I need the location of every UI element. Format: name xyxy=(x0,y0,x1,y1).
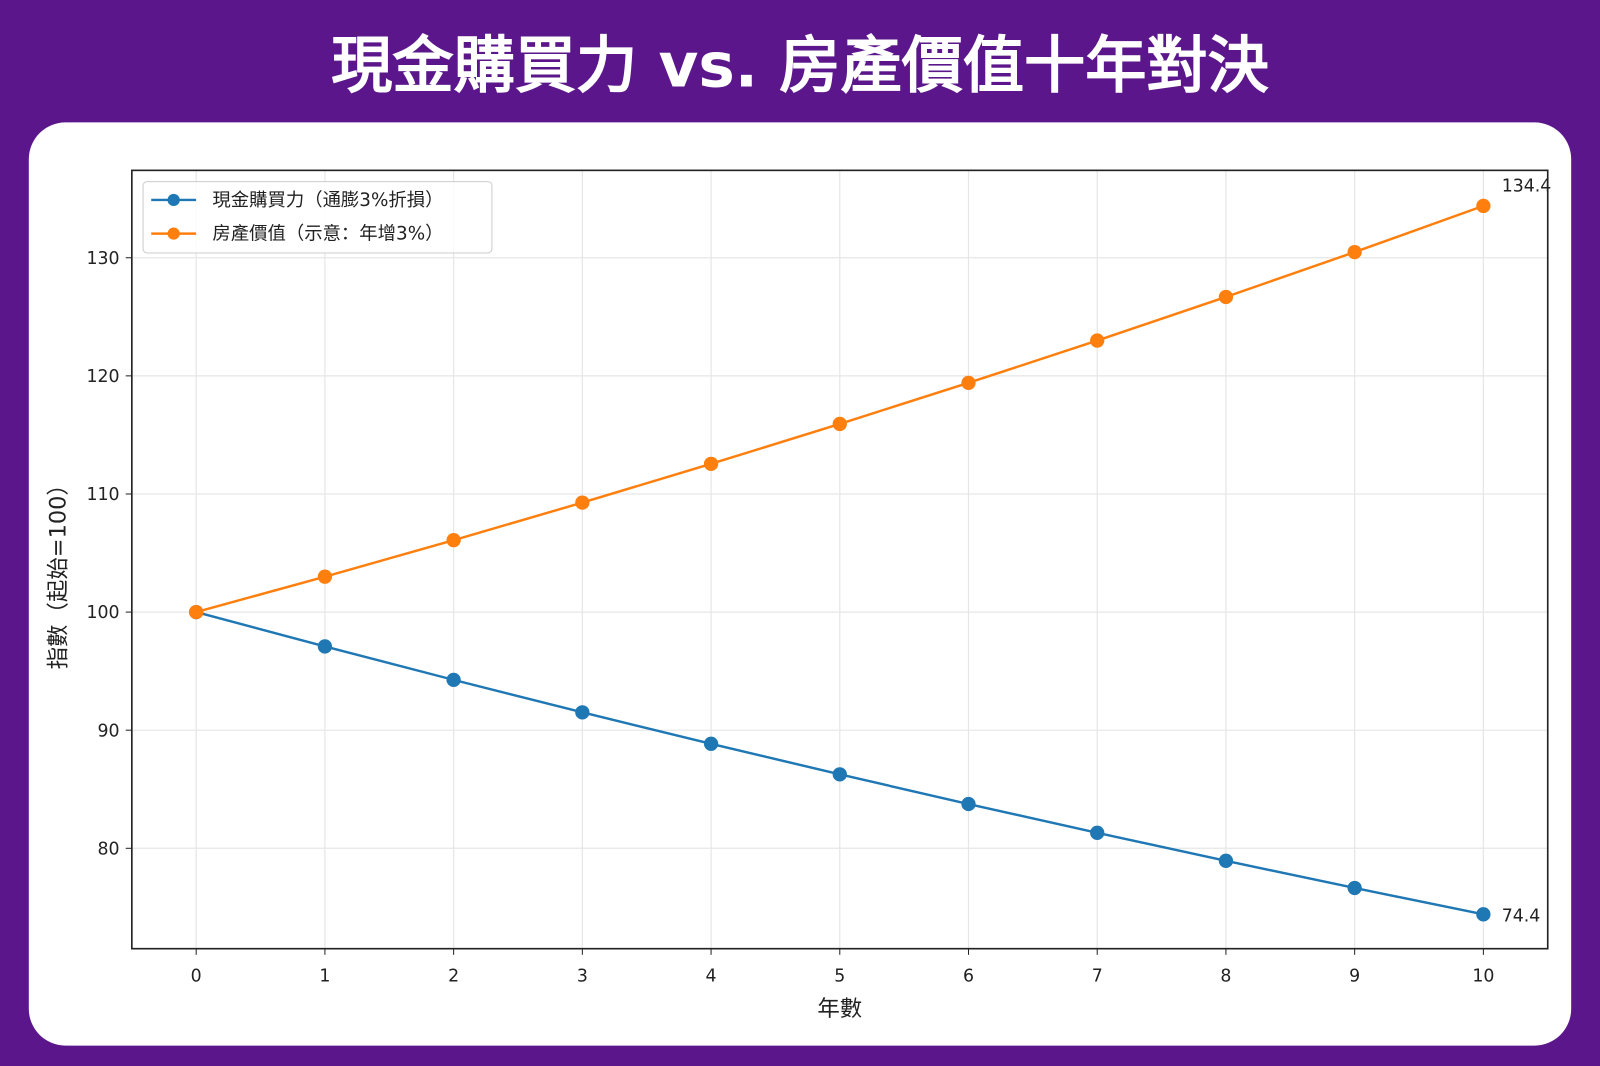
end-value-label: 74.4 xyxy=(1502,906,1541,926)
legend-label-cash: 現金購買力（通膨3%折損） xyxy=(212,190,443,211)
x-tick-label: 6 xyxy=(963,966,974,986)
data-point xyxy=(575,495,590,510)
legend-box xyxy=(142,181,493,254)
data-point xyxy=(1218,853,1234,868)
data-point xyxy=(446,672,461,688)
chart-card xyxy=(28,122,1572,1046)
data-point xyxy=(703,456,719,471)
data-point xyxy=(1347,880,1362,896)
y-tick-label: 80 xyxy=(98,839,120,859)
x-tick-label: 7 xyxy=(1092,966,1103,986)
y-tick-label: 100 xyxy=(87,603,120,623)
series-layer: 74.4 134.4 xyxy=(189,177,1552,926)
data-point xyxy=(1476,907,1491,922)
y-tick-label: 120 xyxy=(87,367,120,387)
x-tick-label: 9 xyxy=(1349,966,1360,986)
data-point xyxy=(1218,289,1234,305)
data-point xyxy=(832,416,847,432)
data-point xyxy=(961,796,976,812)
data-point xyxy=(1090,825,1105,840)
y-tick-label: 130 xyxy=(87,249,120,269)
data-point xyxy=(832,767,847,782)
x-tick-label: 3 xyxy=(577,966,588,986)
y-axis-label: 指數（起始=100） xyxy=(46,473,72,669)
x-tick-label: 2 xyxy=(448,966,459,986)
end-value-label: 134.4 xyxy=(1502,177,1552,197)
x-tick-label: 0 xyxy=(191,966,202,986)
data-point xyxy=(1090,333,1105,348)
x-tick-label: 8 xyxy=(1220,966,1231,986)
data-point xyxy=(1347,244,1362,260)
ticks: 0 1 2 3 4 5 6 7 8 9 10 80 90 100 110 120 130 xyxy=(87,249,1495,986)
x-tick-label: 4 xyxy=(706,966,717,986)
page-title: 現金購買力 vs. 房產價值十年對決 xyxy=(331,31,1269,102)
legend-marker-cash xyxy=(167,193,180,207)
x-tick-label: 1 xyxy=(319,966,330,986)
x-axis-label: 年數 xyxy=(817,996,862,1022)
data-point xyxy=(961,375,976,390)
data-point xyxy=(446,533,461,548)
x-tick-label: 5 xyxy=(834,966,845,986)
x-tick-label: 10 xyxy=(1472,966,1494,986)
legend: 現金購買力（通膨3%折損） 房產價值（示意：年增3%） xyxy=(142,181,493,254)
legend-marker-property xyxy=(167,227,180,240)
data-point xyxy=(703,736,719,751)
data-point xyxy=(1476,198,1491,214)
grid xyxy=(131,170,1548,949)
data-point xyxy=(575,705,590,720)
legend-label-property: 房產價值（示意：年增3%） xyxy=(212,224,443,245)
data-point xyxy=(189,604,204,620)
data-point xyxy=(317,639,333,654)
y-tick-label: 110 xyxy=(87,485,120,505)
y-tick-label: 90 xyxy=(98,721,120,741)
data-point xyxy=(317,569,333,584)
